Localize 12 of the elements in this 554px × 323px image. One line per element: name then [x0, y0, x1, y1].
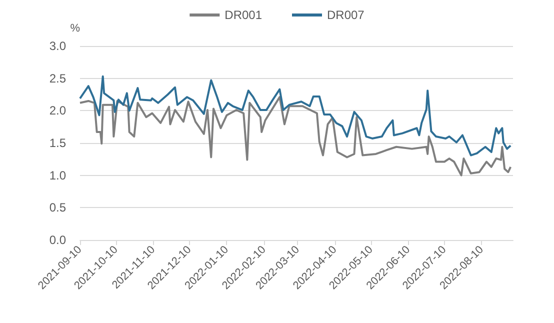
y-tick-label: 2.0: [49, 104, 66, 118]
legend-label: DR001: [224, 8, 262, 22]
y-tick-label: 1.5: [49, 136, 66, 150]
y-tick-label: 0.0: [49, 233, 66, 247]
y-tick-label: 3.0: [49, 39, 66, 53]
legend-label: DR007: [327, 8, 365, 22]
y-axis-title: %: [70, 22, 80, 34]
y-tick-label: 1.0: [49, 168, 66, 182]
y-tick-label: 2.5: [49, 71, 66, 86]
line-series: [79, 96, 512, 176]
line-series: [79, 75, 512, 156]
y-tick-label: 0.5: [49, 200, 66, 215]
